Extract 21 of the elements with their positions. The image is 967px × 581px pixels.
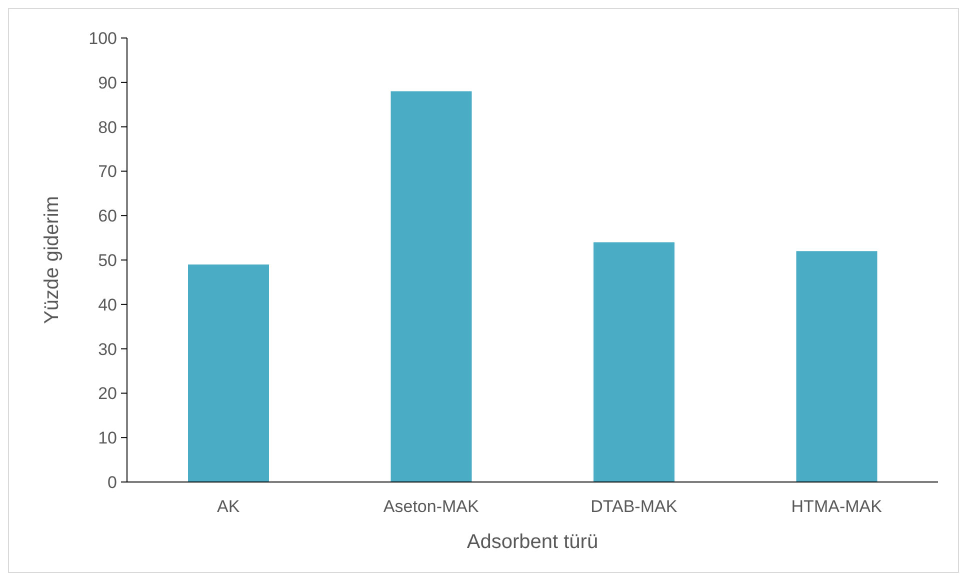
x-tick-label: HTMA-MAK — [791, 497, 883, 516]
y-tick-label: 60 — [98, 206, 117, 226]
y-tick-label: 90 — [98, 73, 117, 92]
y-tick-label: 30 — [98, 340, 117, 359]
y-tick-label: 50 — [98, 251, 117, 270]
y-tick-label: 100 — [88, 29, 117, 48]
y-tick-label: 0 — [108, 473, 117, 492]
x-tick-label: DTAB-MAK — [590, 497, 678, 516]
x-tick-label: Aseton-MAK — [383, 497, 480, 516]
y-tick-label: 20 — [98, 384, 117, 404]
y-tick-label: 70 — [98, 162, 117, 182]
bar — [594, 242, 674, 482]
bar — [796, 251, 878, 482]
x-tick-label: AK — [217, 497, 240, 516]
bar — [390, 91, 472, 482]
y-tick-label: 40 — [98, 295, 117, 314]
y-axis-title: Yüzde giderim — [41, 196, 64, 324]
y-tick-label: 10 — [98, 428, 117, 448]
y-tick-label: 80 — [98, 118, 117, 137]
x-axis-title: Adsorbent türü — [466, 531, 598, 553]
bar — [188, 264, 269, 482]
